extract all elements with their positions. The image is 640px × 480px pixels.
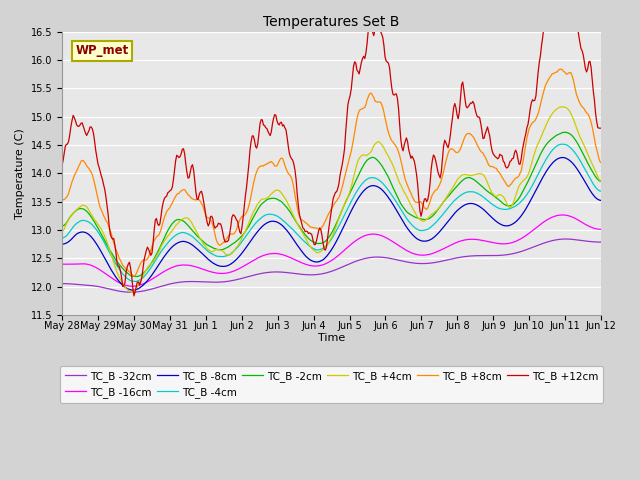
TC_B -32cm — [227, 278, 235, 284]
TC_B -8cm — [129, 287, 137, 293]
TC_B +8cm — [557, 66, 564, 72]
Line: TC_B +4cm: TC_B +4cm — [62, 107, 601, 292]
TC_B -8cm — [58, 241, 66, 247]
TC_B -2cm — [361, 160, 369, 166]
TC_B +12cm — [287, 154, 294, 160]
TC_B +4cm — [128, 289, 136, 295]
TC_B +8cm — [387, 136, 394, 142]
TC_B -2cm — [227, 242, 235, 248]
TC_B +4cm — [456, 175, 463, 180]
TC_B +4cm — [58, 228, 66, 234]
TC_B -8cm — [456, 206, 463, 212]
TC_B -16cm — [287, 255, 294, 261]
TC_B +8cm — [597, 160, 605, 166]
TC_B -8cm — [387, 198, 394, 204]
Text: WP_met: WP_met — [76, 44, 129, 57]
TC_B +4cm — [559, 104, 567, 109]
TC_B -8cm — [559, 155, 567, 160]
TC_B -16cm — [129, 283, 137, 289]
Line: TC_B -8cm: TC_B -8cm — [62, 157, 601, 290]
TC_B -2cm — [597, 179, 605, 184]
TC_B -16cm — [559, 212, 567, 218]
TC_B -32cm — [127, 289, 134, 295]
TC_B -4cm — [456, 193, 463, 199]
TC_B -32cm — [549, 238, 557, 243]
Line: TC_B -4cm: TC_B -4cm — [62, 144, 601, 281]
TC_B -4cm — [227, 251, 235, 257]
TC_B -2cm — [287, 210, 294, 216]
Line: TC_B -2cm: TC_B -2cm — [62, 132, 601, 276]
TC_B +12cm — [597, 125, 605, 131]
TC_B +8cm — [58, 197, 66, 203]
TC_B -16cm — [387, 238, 394, 243]
TC_B +8cm — [287, 173, 294, 179]
TC_B -4cm — [597, 188, 605, 194]
TC_B -16cm — [227, 269, 235, 275]
TC_B -4cm — [549, 147, 557, 153]
TC_B -4cm — [287, 225, 294, 230]
Line: TC_B +8cm: TC_B +8cm — [62, 69, 601, 276]
TC_B -4cm — [361, 178, 369, 184]
TC_B -8cm — [227, 261, 235, 267]
Line: TC_B -16cm: TC_B -16cm — [62, 215, 601, 286]
TC_B +12cm — [387, 76, 394, 82]
TC_B +12cm — [130, 293, 138, 299]
TC_B -4cm — [58, 235, 66, 241]
TC_B -8cm — [287, 232, 294, 238]
Title: Temperatures Set B: Temperatures Set B — [264, 15, 400, 29]
TC_B -16cm — [597, 227, 605, 232]
TC_B +8cm — [130, 273, 138, 279]
TC_B -32cm — [597, 239, 605, 245]
TC_B +8cm — [549, 71, 557, 76]
TC_B +12cm — [227, 224, 235, 229]
TC_B +12cm — [361, 56, 369, 61]
TC_B +4cm — [597, 178, 605, 184]
TC_B -32cm — [387, 256, 394, 262]
TC_B +4cm — [387, 158, 394, 164]
TC_B -32cm — [58, 281, 66, 287]
Y-axis label: Temperature (C): Temperature (C) — [15, 128, 25, 219]
TC_B -32cm — [456, 254, 463, 260]
TC_B -32cm — [287, 270, 294, 276]
X-axis label: Time: Time — [318, 333, 345, 343]
Line: TC_B -32cm: TC_B -32cm — [62, 239, 601, 292]
TC_B -2cm — [561, 130, 569, 135]
TC_B -2cm — [456, 180, 463, 186]
TC_B -16cm — [58, 261, 66, 267]
TC_B -16cm — [456, 239, 463, 244]
Legend: TC_B -32cm, TC_B -16cm, TC_B -8cm, TC_B -4cm, TC_B -2cm, TC_B +4cm, TC_B +8cm, T: TC_B -32cm, TC_B -16cm, TC_B -8cm, TC_B … — [60, 366, 604, 403]
TC_B -16cm — [549, 214, 557, 220]
TC_B +12cm — [456, 109, 463, 115]
TC_B +8cm — [361, 105, 369, 110]
TC_B +4cm — [549, 110, 557, 116]
TC_B -2cm — [58, 223, 66, 229]
TC_B -4cm — [387, 191, 394, 196]
Line: TC_B +12cm: TC_B +12cm — [62, 0, 601, 296]
TC_B -8cm — [597, 198, 605, 204]
TC_B +12cm — [58, 163, 66, 169]
TC_B -2cm — [132, 274, 140, 279]
TC_B +4cm — [361, 152, 369, 158]
TC_B +4cm — [287, 206, 294, 212]
TC_B +8cm — [456, 148, 463, 154]
TC_B -8cm — [549, 160, 557, 166]
TC_B +8cm — [227, 231, 235, 237]
TC_B -2cm — [387, 180, 394, 185]
TC_B +4cm — [227, 252, 235, 257]
TC_B -4cm — [131, 278, 139, 284]
TC_B -2cm — [549, 135, 557, 141]
TC_B -32cm — [561, 236, 569, 242]
TC_B -16cm — [361, 233, 369, 239]
TC_B -4cm — [559, 141, 567, 147]
TC_B -8cm — [361, 187, 369, 192]
TC_B -32cm — [361, 256, 369, 262]
